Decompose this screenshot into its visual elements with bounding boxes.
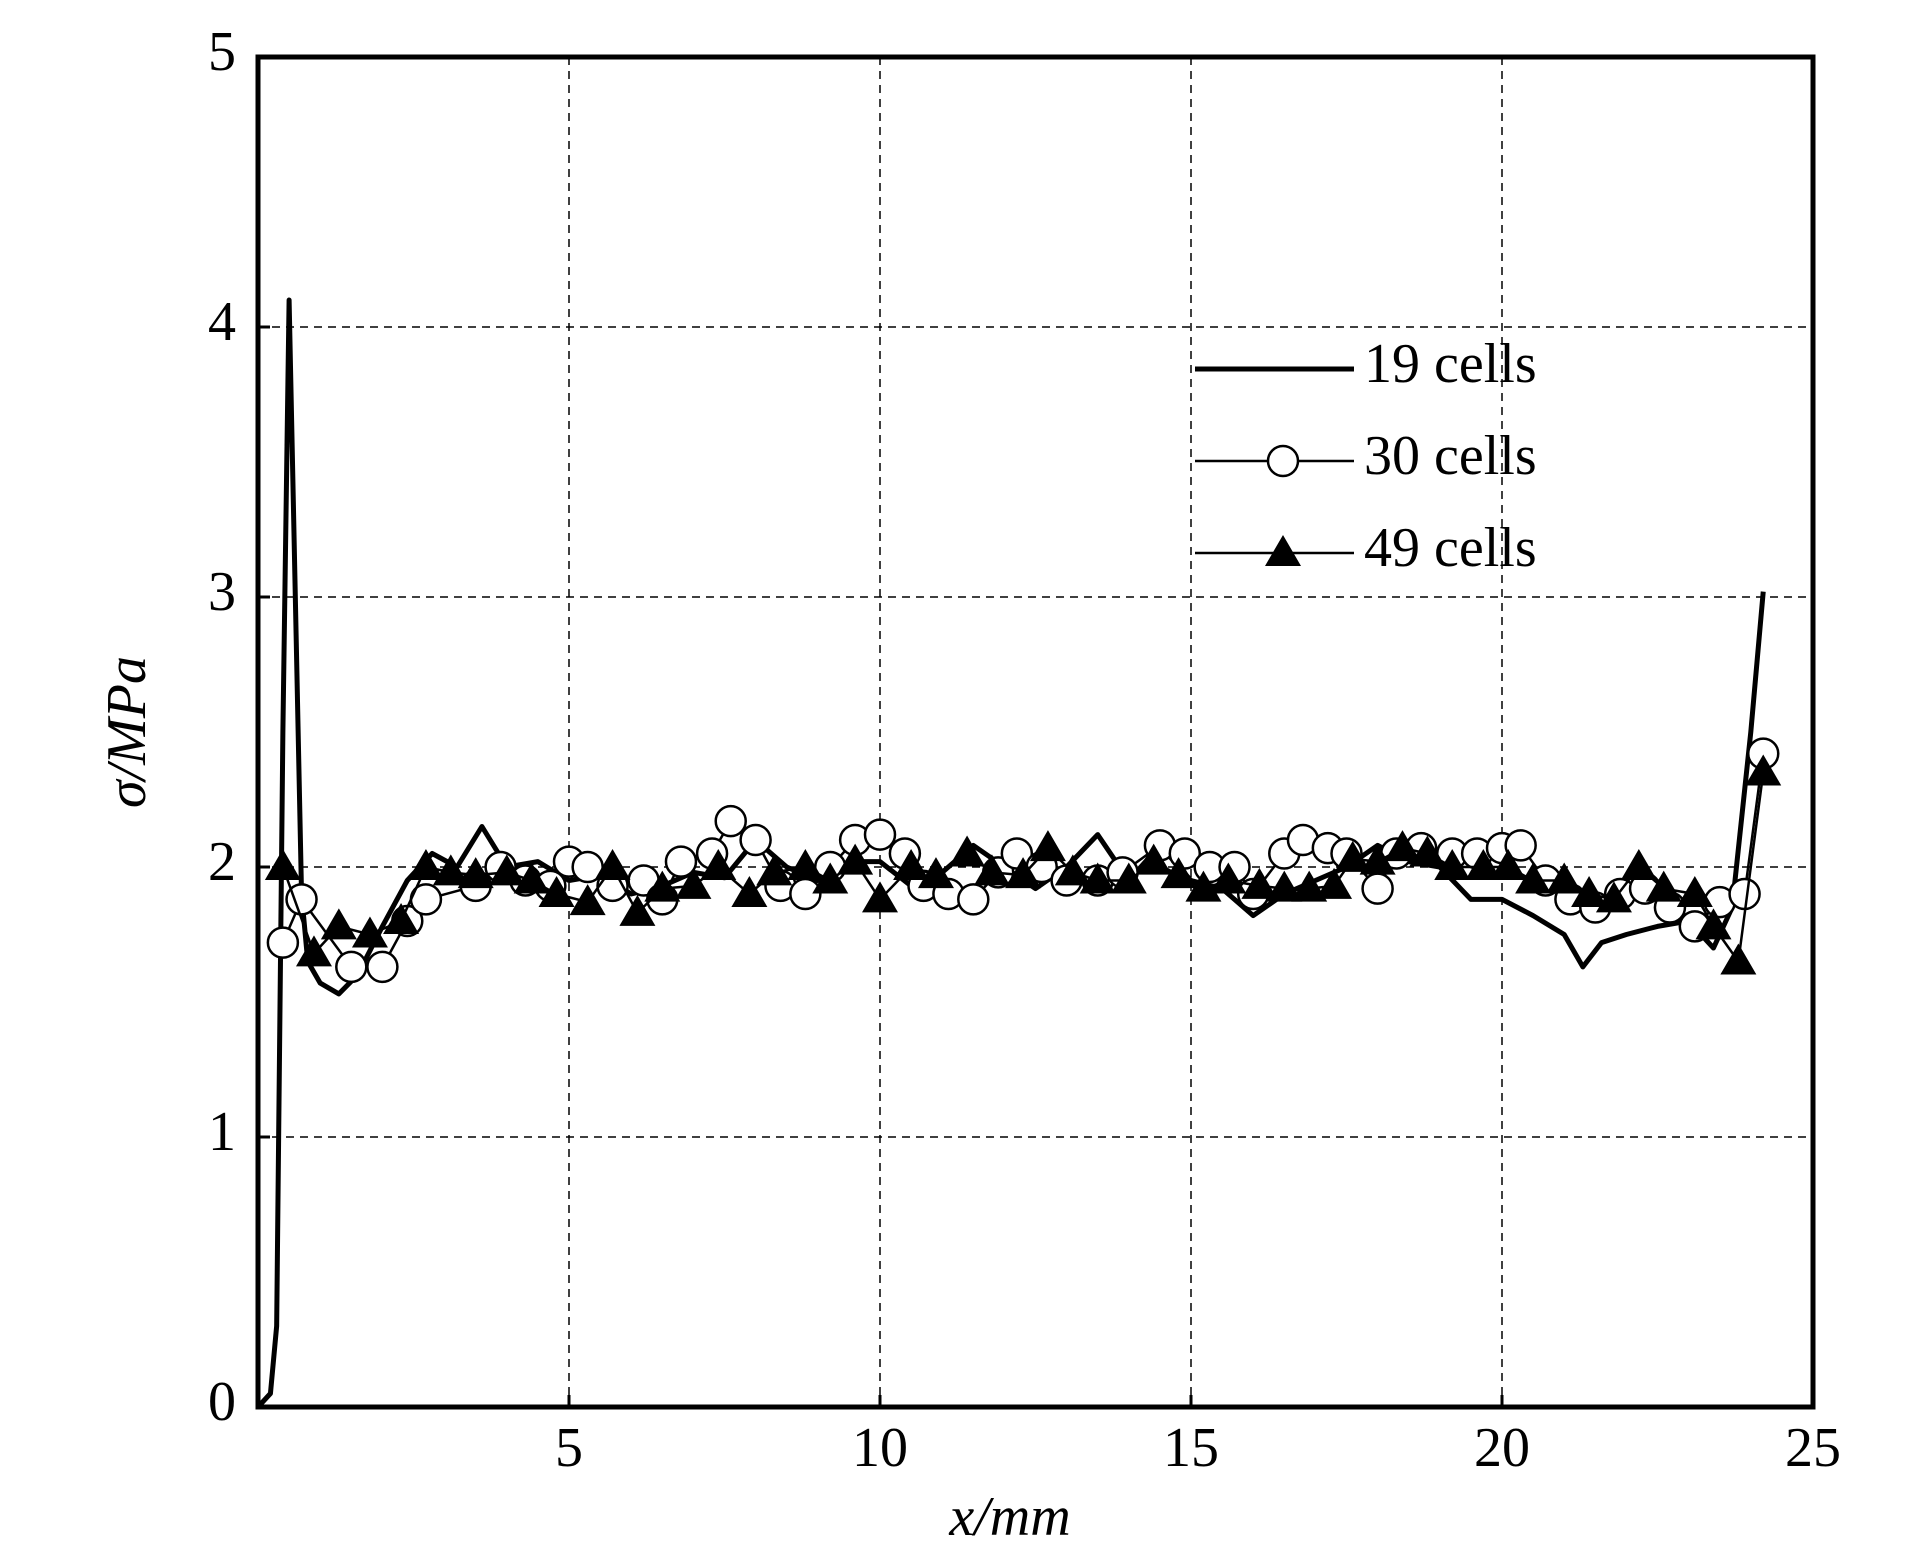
point	[1005, 857, 1042, 889]
point	[812, 862, 849, 894]
point	[407, 849, 444, 880]
point	[1620, 849, 1657, 880]
point	[1546, 862, 1583, 894]
point	[917, 857, 954, 889]
point	[739, 823, 772, 857]
y-tick-label: 3	[208, 561, 236, 623]
point	[1409, 835, 1446, 867]
point	[1504, 829, 1537, 862]
point	[1079, 862, 1116, 894]
point	[432, 854, 469, 886]
point	[1185, 870, 1222, 902]
point	[863, 818, 897, 851]
point	[1316, 867, 1353, 899]
x-tick-label: 25	[1785, 1417, 1841, 1479]
point	[1361, 872, 1394, 905]
point	[594, 849, 631, 880]
legend-label: 49 cells	[1364, 517, 1537, 579]
point	[569, 884, 606, 916]
point	[1334, 840, 1371, 872]
point	[1720, 943, 1757, 975]
point	[266, 926, 300, 959]
y-tick-label: 1	[208, 1101, 236, 1163]
y-tick-label: 0	[208, 1371, 236, 1433]
point	[789, 877, 822, 911]
y-tick-label: 4	[208, 291, 236, 353]
point	[644, 870, 681, 902]
point	[862, 881, 898, 913]
point	[949, 835, 986, 867]
point	[383, 903, 420, 934]
point	[714, 804, 747, 838]
point	[320, 908, 357, 940]
point	[893, 849, 930, 880]
point	[700, 849, 737, 880]
point	[1465, 849, 1502, 880]
point	[295, 935, 332, 967]
point	[1595, 881, 1632, 913]
legend-marker	[1266, 444, 1300, 478]
point	[973, 854, 1010, 886]
x-tick-label: 10	[852, 1417, 908, 1479]
point	[675, 867, 712, 899]
point	[837, 843, 874, 875]
legend-label: 30 cells	[1364, 425, 1537, 487]
point	[513, 862, 550, 894]
point	[1745, 754, 1782, 786]
point	[1029, 830, 1066, 862]
point	[1490, 849, 1527, 880]
point	[1359, 843, 1396, 875]
point	[538, 876, 575, 907]
point	[351, 916, 388, 948]
point	[285, 883, 318, 916]
y-tick-label: 2	[208, 831, 236, 893]
x-tick-label: 5	[555, 1417, 583, 1479]
point	[619, 894, 656, 926]
plot-frame	[255, 54, 1816, 1410]
point	[1695, 908, 1732, 940]
x-tick-label: 20	[1474, 1417, 1530, 1479]
point	[1160, 857, 1197, 889]
point	[366, 950, 399, 984]
point	[1571, 876, 1608, 907]
point	[731, 876, 768, 907]
point	[1434, 849, 1471, 880]
legend-marker	[1265, 535, 1301, 566]
x-tick-label: 15	[1163, 1417, 1219, 1479]
point	[1384, 830, 1421, 862]
y-axis-label: σ/MPa	[96, 656, 158, 808]
point	[264, 849, 301, 880]
point	[1676, 876, 1713, 907]
point	[1210, 862, 1247, 894]
x-axis-label: x/mm	[948, 1486, 1070, 1548]
point	[787, 849, 824, 880]
point	[756, 854, 793, 886]
point	[1645, 870, 1682, 902]
point	[957, 883, 990, 916]
y-tick-label: 5	[208, 21, 236, 83]
point	[1135, 843, 1172, 875]
point	[1728, 877, 1761, 911]
point	[1054, 854, 1091, 886]
legend-label: 19 cells	[1364, 333, 1537, 395]
point	[1110, 862, 1147, 894]
point	[457, 857, 494, 889]
point	[1515, 862, 1552, 894]
point	[488, 854, 525, 886]
point	[1291, 870, 1328, 902]
point	[335, 950, 368, 984]
point	[1241, 867, 1278, 899]
point	[664, 845, 698, 878]
point	[1266, 870, 1303, 902]
